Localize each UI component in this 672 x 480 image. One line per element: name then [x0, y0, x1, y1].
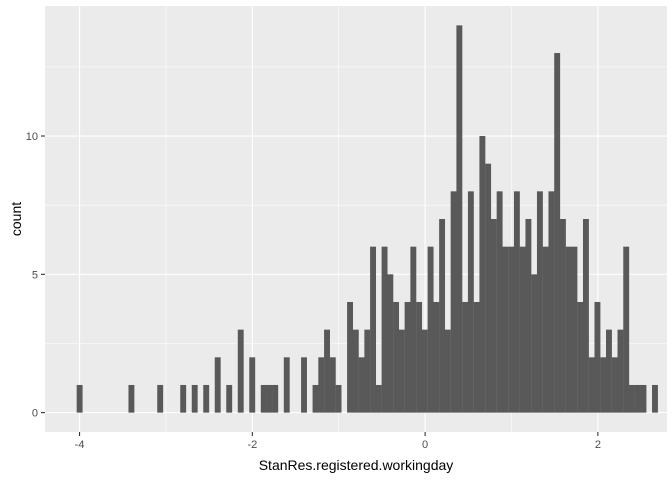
histogram-bar: [606, 329, 612, 413]
histogram-bar: [335, 384, 342, 413]
histogram-bar: [416, 301, 423, 413]
histogram-bar: [214, 357, 221, 413]
histogram-bar: [467, 191, 474, 413]
histogram-bar: [324, 329, 330, 413]
histogram-bar: [301, 357, 307, 413]
histogram-bar: [421, 329, 428, 413]
histogram-bar: [404, 301, 411, 413]
histogram-bar: [444, 329, 451, 413]
histogram-bar: [634, 384, 641, 413]
histogram-bar: [157, 384, 164, 413]
y-tick-label: 10: [26, 131, 38, 143]
histogram-bar: [594, 301, 601, 413]
histogram-bars: [76, 25, 658, 413]
histogram-bar: [611, 357, 618, 413]
histogram-bar: [577, 301, 584, 413]
x-tick-label: 2: [595, 439, 601, 451]
histogram-bar: [542, 246, 549, 413]
histogram-bar: [629, 384, 635, 413]
histogram-bar: [588, 357, 595, 413]
histogram-bar: [450, 191, 457, 413]
histogram-bar: [381, 246, 388, 413]
histogram-bar: [617, 329, 624, 413]
histogram-bar: [456, 25, 463, 413]
histogram-bar: [502, 246, 509, 413]
histogram-bar: [473, 301, 480, 413]
histogram-bar: [519, 246, 526, 413]
histogram-bar: [548, 191, 555, 413]
histogram-bar: [180, 384, 187, 413]
histogram-bar: [272, 384, 279, 413]
histogram-bar: [600, 357, 607, 413]
histogram-bar: [249, 357, 256, 413]
histogram-bar: [559, 219, 566, 413]
histogram-bar: [191, 384, 198, 413]
x-axis-ticks: -4 -2 0 2: [75, 432, 601, 451]
histogram-bar: [375, 384, 382, 413]
histogram-bar: [433, 301, 440, 413]
histogram-bar: [531, 274, 538, 413]
histogram-bar: [582, 219, 589, 413]
histogram-bar: [226, 384, 233, 413]
histogram-bar: [128, 384, 135, 413]
y-axis-title: count: [8, 202, 24, 236]
histogram-bar: [387, 274, 394, 413]
histogram-bar: [398, 329, 405, 413]
x-axis-title: StanRes.registered.workingday: [259, 457, 454, 473]
x-tick-label: 0: [422, 439, 428, 451]
histogram-bar: [513, 191, 520, 413]
histogram-bar: [260, 384, 267, 413]
histogram-bar: [329, 357, 336, 413]
histogram-bar: [370, 246, 377, 413]
histogram-bar: [496, 191, 503, 413]
x-tick-label: -2: [247, 439, 257, 451]
histogram-bar: [536, 191, 543, 413]
y-axis-ticks: 0 5 10: [26, 131, 45, 420]
histogram-bar: [283, 357, 290, 413]
y-tick-label: 5: [32, 269, 38, 281]
histogram-bar: [439, 219, 446, 413]
histogram-bar: [485, 163, 492, 413]
histogram-bar: [479, 136, 486, 413]
histogram-bar: [640, 384, 647, 413]
histogram-bar: [554, 53, 561, 413]
histogram-bar: [266, 384, 273, 413]
histogram-bar: [318, 357, 325, 413]
histogram-bar: [358, 357, 365, 413]
histogram-bar: [410, 246, 417, 413]
histogram-bar: [565, 246, 572, 413]
histogram-bar: [623, 246, 630, 413]
histogram-bar: [312, 384, 319, 413]
histogram-bar: [393, 301, 400, 413]
histogram-bar: [652, 384, 658, 413]
histogram-bar: [508, 246, 515, 413]
histogram-bar: [76, 384, 83, 413]
histogram-bar: [237, 329, 244, 413]
y-tick-label: 0: [32, 408, 38, 420]
histogram-bar: [525, 219, 532, 413]
histogram-bar: [203, 384, 210, 413]
histogram-bar: [427, 246, 434, 413]
histogram-bar: [364, 329, 371, 413]
histogram-bar: [347, 301, 353, 413]
x-tick-label: -4: [75, 439, 85, 451]
histogram-bar: [352, 329, 359, 413]
histogram-bar: [571, 246, 578, 413]
histogram-bar: [462, 301, 469, 413]
histogram-bar: [490, 219, 497, 413]
